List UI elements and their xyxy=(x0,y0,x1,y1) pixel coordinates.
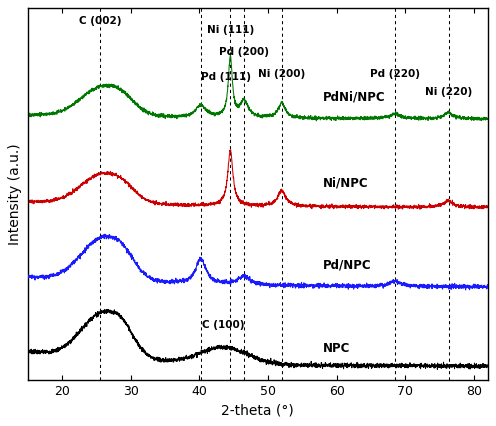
Text: Pd (111): Pd (111) xyxy=(201,72,251,82)
Text: Pd (220): Pd (220) xyxy=(370,69,420,79)
Text: Pd (200): Pd (200) xyxy=(219,47,269,57)
Text: Pd/NPC: Pd/NPC xyxy=(323,258,372,271)
Text: Ni (111): Ni (111) xyxy=(207,25,254,35)
X-axis label: 2-theta (°): 2-theta (°) xyxy=(221,404,294,417)
Text: C (002): C (002) xyxy=(79,16,121,26)
Text: NPC: NPC xyxy=(323,342,350,354)
Text: Ni (200): Ni (200) xyxy=(258,69,306,79)
Text: Ni/NPC: Ni/NPC xyxy=(323,177,369,190)
Y-axis label: Intensity (a.u.): Intensity (a.u.) xyxy=(8,144,22,245)
Text: Ni (220): Ni (220) xyxy=(425,87,472,97)
Text: C (100): C (100) xyxy=(202,320,245,330)
Text: PdNi/NPC: PdNi/NPC xyxy=(323,90,385,103)
